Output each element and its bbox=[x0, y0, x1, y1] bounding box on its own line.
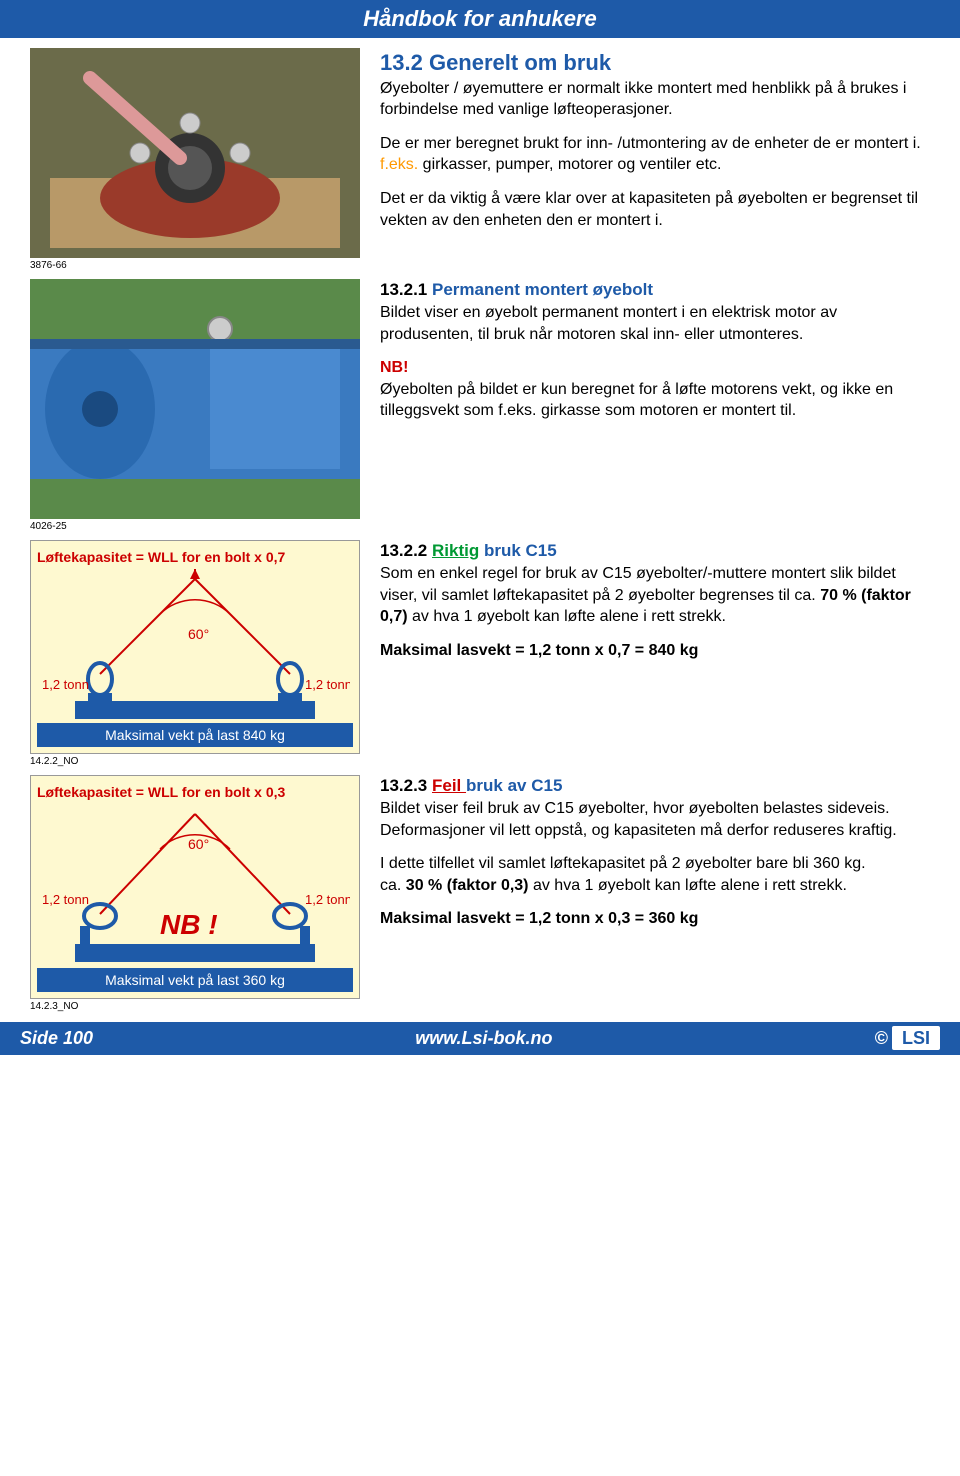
image-caption-3: 14.2.2_NO bbox=[30, 756, 360, 767]
section-13-2-3: Løftekapasitet = WLL for en bolt x 0,3 6… bbox=[30, 775, 930, 1012]
p-13-2-1-nb: NB! Øyebolten på bildet er kun beregnet … bbox=[380, 357, 930, 422]
image-caption-4: 14.2.3_NO bbox=[30, 1001, 360, 1012]
p2c: girkasser, pumper, motorer og ventiler e… bbox=[418, 156, 721, 173]
diagram-title-03: Løftekapasitet = WLL for en bolt x 0,3 bbox=[37, 784, 353, 800]
diagram-title-07: Løftekapasitet = WLL for en bolt x 0,7 bbox=[37, 549, 353, 565]
num-13-2-2: 13.2.2 bbox=[380, 541, 427, 560]
heading-13-2-3: 13.2.3 Feil bruk av C15 Bildet viser fei… bbox=[380, 775, 930, 841]
load-right-1: 1,2 tonn bbox=[305, 677, 350, 692]
p4-2a: I dette tilfellet vil samlet løftekapasi… bbox=[380, 855, 866, 872]
nb-label: NB! bbox=[380, 359, 408, 376]
p3c: av hva 1 øyebolt kan løfte alene i rett … bbox=[408, 608, 726, 625]
p4-2b: ca. bbox=[380, 877, 406, 894]
title-13-2-1: Permanent montert øyebolt bbox=[432, 280, 653, 299]
p4-2c-bold: 30 % (faktor 0,3) bbox=[406, 877, 529, 894]
load-left-1: 1,2 tonn bbox=[42, 677, 89, 692]
riktig-label: Riktig bbox=[432, 541, 479, 560]
title-13-2: Generelt om bruk bbox=[429, 50, 611, 75]
p4-1: Bildet viser feil bruk av C15 øyebolter,… bbox=[380, 800, 897, 839]
num-13-2-1: 13.2.1 bbox=[380, 280, 427, 299]
load-right-2: 1,2 tonn bbox=[305, 892, 350, 907]
diagram-bar-840: Maksimal vekt på last 840 kg bbox=[37, 723, 353, 747]
nb-big-label: NB ! bbox=[160, 909, 218, 940]
photo-eyebolts-casting bbox=[30, 48, 360, 258]
image-column-2: 4026-25 bbox=[30, 279, 360, 532]
page-header: Håndbok for anhukere bbox=[0, 0, 960, 38]
image-column-1: 3876-66 bbox=[30, 48, 360, 271]
heading-13-2-1: 13.2.1 Permanent montert øyebolt Bildet … bbox=[380, 279, 930, 345]
lsi-badge: LSI bbox=[892, 1026, 940, 1050]
section-13-2: 3876-66 13.2 Generelt om bruk Øyebolter … bbox=[30, 48, 930, 271]
title-rest-4: bruk av C15 bbox=[466, 776, 562, 795]
section-13-2-1: 4026-25 13.2.1 Permanent montert øyebolt… bbox=[30, 279, 930, 532]
p-13-2-1: Øyebolter / øyemuttere er normalt ikke m… bbox=[380, 80, 906, 119]
angle-label-2: 60° bbox=[188, 836, 209, 852]
p-13-2-3-2: I dette tilfellet vil samlet løftekapasi… bbox=[380, 853, 930, 896]
diagram-bar-360: Maksimal vekt på last 360 kg bbox=[37, 968, 353, 992]
text-column-3: 13.2.2 Riktig bruk C15 Som en enkel rege… bbox=[380, 540, 930, 767]
heading-13-2: 13.2 Generelt om bruk Øyebolter / øyemut… bbox=[380, 48, 930, 121]
page-footer: Side 100 www.Lsi-bok.no ©LSI bbox=[0, 1022, 960, 1055]
image-column-4: Løftekapasitet = WLL for en bolt x 0,3 6… bbox=[30, 775, 360, 1012]
page-content: 3876-66 13.2 Generelt om bruk Øyebolter … bbox=[0, 38, 960, 1012]
footer-page-num: Side 100 bbox=[20, 1028, 93, 1049]
diagram-wrong-use: Løftekapasitet = WLL for en bolt x 0,3 6… bbox=[30, 775, 360, 999]
diagram-svg-correct: 60° 1,2 tonn 1,2 tonn bbox=[40, 569, 350, 719]
p3a: Som en enkel regel for bruk av C15 øyebo… bbox=[380, 565, 896, 604]
heading-13-2-2: 13.2.2 Riktig bruk C15 Som en enkel rege… bbox=[380, 540, 930, 628]
title-rest-3: bruk C15 bbox=[479, 541, 556, 560]
p4-2d: av hva 1 øyebolt kan løfte alene i rett … bbox=[529, 877, 847, 894]
p2b-orange: f.eks. bbox=[380, 156, 418, 173]
p-13-2-3: Det er da viktig å være klar over at kap… bbox=[380, 188, 930, 231]
text-column-2: 13.2.1 Permanent montert øyebolt Bildet … bbox=[380, 279, 930, 532]
load-left-2: 1,2 tonn bbox=[42, 892, 89, 907]
feil-label: Feil bbox=[432, 776, 466, 795]
p-13-2-1-1: Bildet viser en øyebolt permanent monter… bbox=[380, 304, 837, 343]
image-caption-1: 3876-66 bbox=[30, 260, 360, 271]
p-13-2-1-2: Øyebolten på bildet er kun beregnet for … bbox=[380, 381, 893, 420]
text-column-4: 13.2.3 Feil bruk av C15 Bildet viser fei… bbox=[380, 775, 930, 1012]
num-13-2: 13.2 bbox=[380, 50, 423, 75]
footer-url: www.Lsi-bok.no bbox=[93, 1028, 875, 1049]
photo-blue-motor bbox=[30, 279, 360, 519]
footer-copyright: ©LSI bbox=[875, 1028, 940, 1049]
p2a: De er mer beregnet brukt for inn- /utmon… bbox=[380, 135, 921, 152]
formula-360: Maksimal lasvekt = 1,2 tonn x 0,3 = 360 … bbox=[380, 908, 930, 930]
p-13-2-2: De er mer beregnet brukt for inn- /utmon… bbox=[380, 133, 930, 176]
image-caption-2: 4026-25 bbox=[30, 521, 360, 532]
text-column-1: 13.2 Generelt om bruk Øyebolter / øyemut… bbox=[380, 48, 930, 271]
formula-840: Maksimal lasvekt = 1,2 tonn x 0,7 = 840 … bbox=[380, 640, 930, 662]
section-13-2-2: Løftekapasitet = WLL for en bolt x 0,7 6… bbox=[30, 540, 930, 767]
image-column-3: Løftekapasitet = WLL for en bolt x 0,7 6… bbox=[30, 540, 360, 767]
num-13-2-3: 13.2.3 bbox=[380, 776, 427, 795]
angle-label-1: 60° bbox=[188, 626, 209, 642]
diagram-correct-use: Løftekapasitet = WLL for en bolt x 0,7 6… bbox=[30, 540, 360, 754]
diagram-svg-wrong: 60° 1,2 tonn 1,2 tonn NB ! bbox=[40, 804, 350, 964]
